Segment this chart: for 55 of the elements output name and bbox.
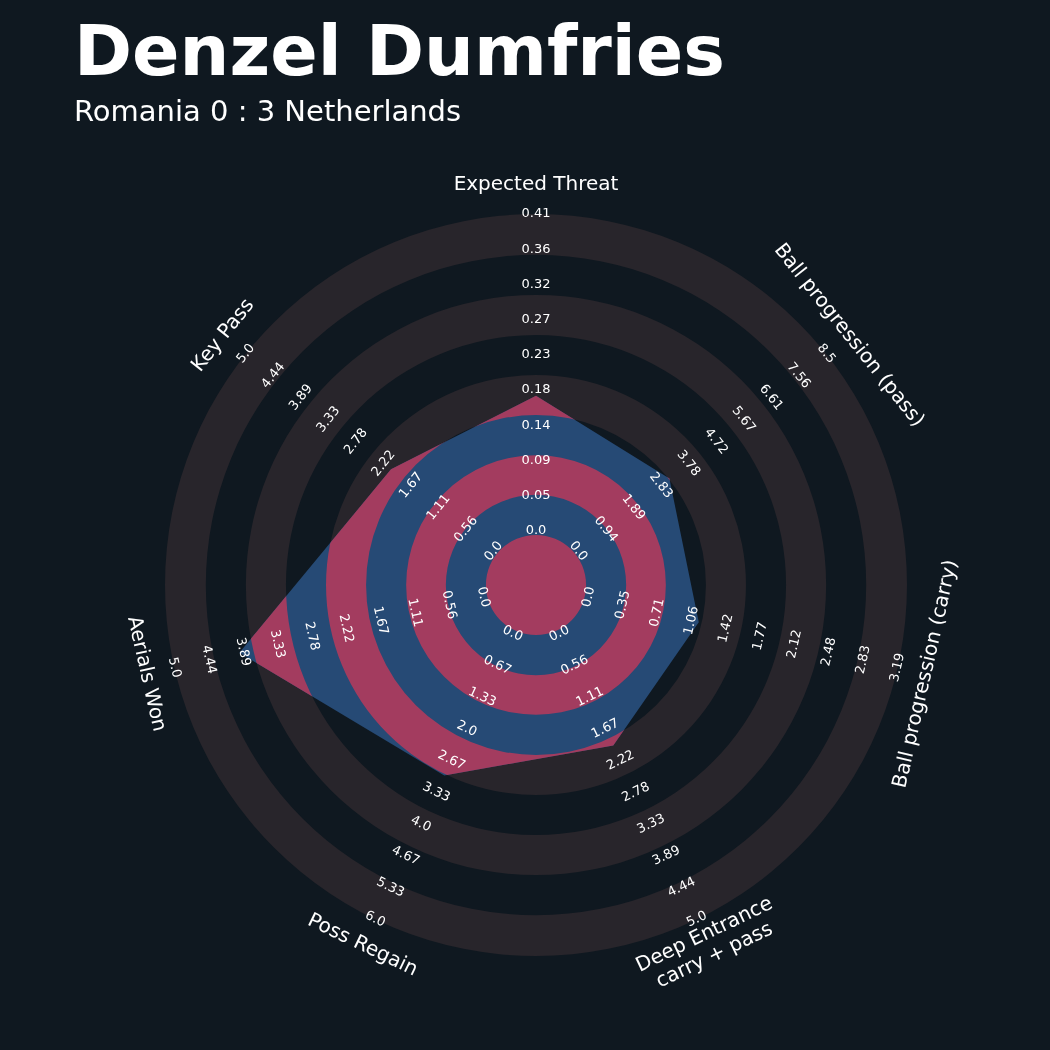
text: 0.09 <box>521 451 551 467</box>
text: 5.33 <box>374 873 408 900</box>
text: 3.89 <box>233 635 255 668</box>
text: 2.78 <box>619 778 652 805</box>
text: 0.32 <box>521 275 551 291</box>
chart-title: Denzel Dumfries <box>74 10 725 92</box>
text: 2.78 <box>302 620 324 652</box>
text: 3.19 <box>886 651 908 684</box>
text: 0.36 <box>521 240 551 256</box>
text: 0.0 <box>566 537 592 564</box>
text: 0.0 <box>577 585 598 609</box>
chart-subtitle: Romania 0 : 3 Netherlands <box>74 94 462 128</box>
text: 0.35 <box>611 588 633 621</box>
text: 4.67 <box>389 841 423 868</box>
text: 0.14 <box>521 416 551 432</box>
text: 2.12 <box>783 628 805 660</box>
text: 1.11 <box>573 683 606 710</box>
text: 0.67 <box>481 651 515 678</box>
text: 2.0 <box>454 716 480 740</box>
text: 0.23 <box>521 346 551 362</box>
text: 5.0 <box>165 655 186 680</box>
text: 0.0 <box>525 522 547 538</box>
text: 1.33 <box>466 683 499 710</box>
text: 0.0 <box>474 585 495 609</box>
text: 0.05 <box>521 487 551 503</box>
text: 0.0 <box>500 621 526 644</box>
text: 0.71 <box>645 596 667 629</box>
text: 5.0 <box>232 340 258 366</box>
text: 0.0 <box>546 621 572 644</box>
text: 0.27 <box>521 311 551 327</box>
text: 1.67 <box>370 604 392 637</box>
text: 0.18 <box>521 381 551 397</box>
text: 1.42 <box>714 612 736 644</box>
text: 6.0 <box>362 907 389 930</box>
text: 3.33 <box>267 628 289 660</box>
text: 2.22 <box>336 612 358 644</box>
text: 4.44 <box>199 643 221 676</box>
text: 3.89 <box>649 841 683 868</box>
text: 1.77 <box>748 620 770 652</box>
text: 0.56 <box>557 651 591 678</box>
text: 2.67 <box>435 746 469 773</box>
text: 2.22 <box>603 746 637 773</box>
spoke-label: Expected Threat <box>453 171 619 196</box>
text: 0.41 <box>521 205 551 221</box>
text: 2.48 <box>817 635 839 668</box>
text: 3.33 <box>420 778 453 805</box>
text: 1.06 <box>680 604 702 637</box>
text: 2.83 <box>851 643 873 676</box>
text: 1.11 <box>405 596 427 629</box>
text: 3.33 <box>634 810 667 837</box>
text: 1.67 <box>588 714 622 741</box>
text: 4.44 <box>664 873 698 900</box>
text: 0.0 <box>480 537 506 564</box>
text: 4.0 <box>408 811 434 835</box>
text: 0.56 <box>439 588 461 621</box>
